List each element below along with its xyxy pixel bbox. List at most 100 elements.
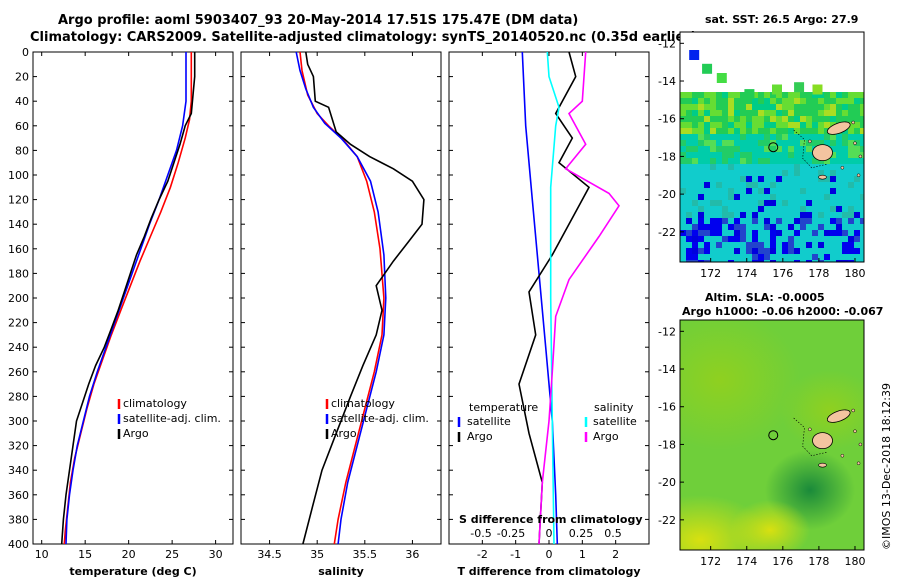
x-tick-label: 178 [808,267,829,280]
sst-cell [860,116,864,122]
sst-cell [800,206,806,212]
sst-cell [692,188,698,194]
sst-cell [764,200,770,206]
sst-cell [788,248,794,254]
islet [858,154,863,159]
sst-cell [716,242,722,248]
sst-cell [842,116,848,122]
sst-cell [818,206,824,212]
sst-cell [728,212,734,218]
sst-cell [722,254,728,260]
sst-cell [686,206,692,212]
y-tick-label: 200 [8,292,29,305]
sst-cell [818,182,824,188]
sst-cell [782,212,788,218]
profile-panel-salinity: 34.5 35 35.5 36 salinity climatology satellite… [240,51,442,578]
y-tick-label: 60 [15,120,29,133]
sst-cell [854,188,860,194]
sst-cell [716,164,722,170]
islet [840,453,845,458]
sst-cell [752,104,758,110]
sst-cell [716,182,722,188]
sst-cell [854,134,860,140]
sst-cell [848,92,854,98]
sst-cell [752,248,758,254]
sst-cell [698,248,704,254]
sst-cell [704,122,710,128]
sst-cell [818,164,824,170]
sst-cell [824,206,830,212]
sst-cell [686,260,692,262]
sst-cell [836,260,842,262]
sst-cell [854,236,860,242]
sst-cell [800,212,806,218]
sst-cell [710,92,716,98]
sst-cell [698,182,704,188]
sst-cell [842,182,848,188]
sst-cell [788,212,794,218]
sst-cell [770,98,776,104]
sst-cell [806,92,812,98]
x-tick-label: 178 [808,555,829,568]
sst-cell [764,158,770,164]
sst-cell [728,224,734,230]
sst-cell [770,260,776,262]
sst-cell [770,218,776,224]
sst-cell [836,206,842,212]
sst-cell [782,224,788,230]
sst-cell [740,98,746,104]
sst-cell [860,170,864,176]
sst-cell [764,260,770,262]
sst-cell [800,176,806,182]
plot-frame [448,51,650,545]
sst-cell [722,140,728,146]
sst-cell [848,164,854,170]
sst-cell [824,134,830,140]
sst-cell [734,194,740,200]
sst-cell [758,98,764,104]
sst-cell [716,152,722,158]
sst-cell [776,152,782,158]
sst-cell [680,254,686,260]
secondary-tick-label: 0.25 [569,527,594,540]
legend-label: satellite [593,415,637,428]
sst-cell [824,218,830,224]
x-tick-label: 25 [165,548,179,561]
secondary-tick-label: 0 [546,527,553,540]
sst-cell [824,242,830,248]
sst-cell [680,158,686,164]
sst-cell [854,110,860,116]
sst-cell [818,200,824,206]
sst-cell [728,236,734,242]
sst-cell [740,158,746,164]
sst-cell [734,116,740,122]
sst-cell [704,260,710,262]
sst-cell [716,200,722,206]
sst-cell [746,224,752,230]
sst-cell [776,134,782,140]
sst-cell [836,158,842,164]
sst-cell [860,194,864,200]
y-tick-label: 80 [15,144,29,157]
sst-cell [776,194,782,200]
sst-cell [752,110,758,116]
sst-cell [836,170,842,176]
sst-cell [680,206,686,212]
sst-cell [812,170,818,176]
sst-cell [734,212,740,218]
sst-cell [812,194,818,200]
sst-cell [722,218,728,224]
sst-cell [764,170,770,176]
sst-cell [848,152,854,158]
sst-cell [854,98,860,104]
sst-cell [824,212,830,218]
sst-cell [734,188,740,194]
sst-cell [764,134,770,140]
sst-cell [830,260,836,262]
sst-cell [722,230,728,236]
sst-cell [758,158,764,164]
sst-cell [794,188,800,194]
sst-cell [758,224,764,230]
figure-title-line1: Argo profile: aoml 5903407_93 20-May-201… [58,13,579,28]
secondary-tick-label: -0.25 [497,527,525,540]
